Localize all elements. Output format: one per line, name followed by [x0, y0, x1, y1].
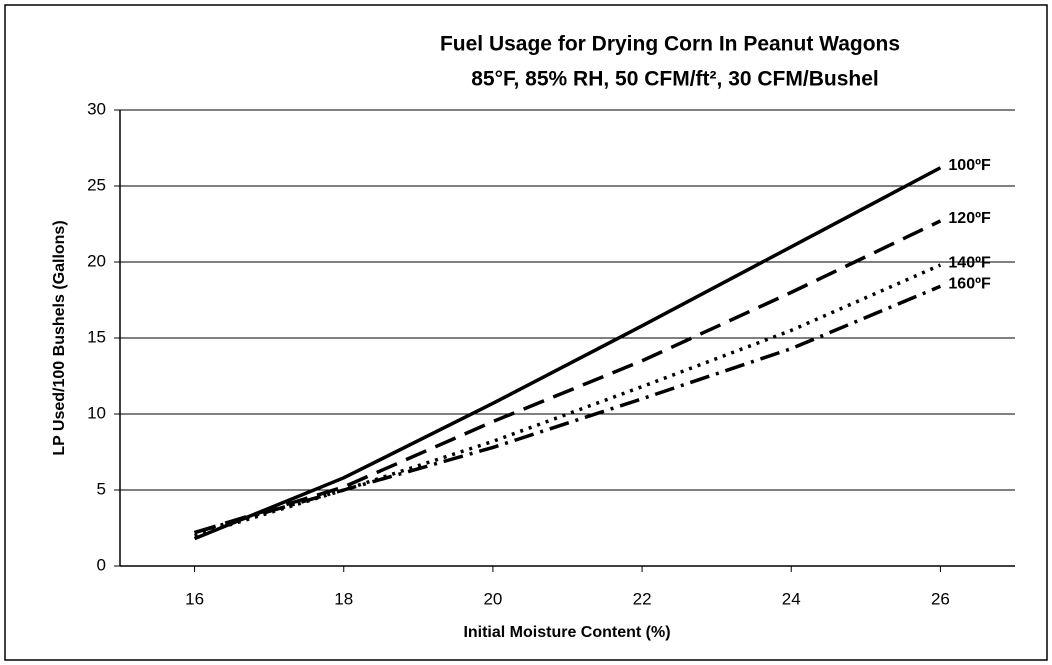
x-tick-label: 22	[633, 589, 652, 608]
y-tick-label: 5	[97, 479, 106, 498]
chart-subtitle: 85°F, 85% RH, 50 CFM/ft², 30 CFM/Bushel	[471, 68, 878, 91]
series-label: 100ºF	[948, 157, 991, 174]
series-line	[194, 284, 942, 535]
chart-title: Fuel Usage for Drying Corn In Peanut Wag…	[440, 33, 900, 56]
x-tick-label: 20	[483, 589, 502, 608]
series-line	[193, 166, 942, 541]
x-tick-label: 18	[334, 589, 353, 608]
series-label: 120ºF	[948, 210, 991, 227]
x-tick-label: 24	[782, 589, 801, 608]
y-tick-label: 15	[87, 327, 106, 346]
x-axis-title: Initial Moisture Content (%)	[463, 624, 670, 641]
y-tick-label: 0	[97, 555, 106, 574]
y-axis-title: LP Used/100 Bushels (Gallons)	[51, 220, 68, 455]
y-tick-label: 20	[87, 251, 106, 270]
series-line	[194, 219, 942, 535]
y-tick-label: 30	[87, 99, 106, 118]
frame	[4, 4, 1048, 661]
series-label: 160ºF	[948, 276, 991, 293]
y-tick-label: 25	[87, 175, 106, 194]
x-tick-label: 26	[931, 589, 950, 608]
y-tick-label: 10	[87, 403, 106, 422]
series-label: 140ºF	[948, 254, 991, 271]
series-line	[194, 263, 942, 538]
x-tick-label: 16	[185, 589, 204, 608]
